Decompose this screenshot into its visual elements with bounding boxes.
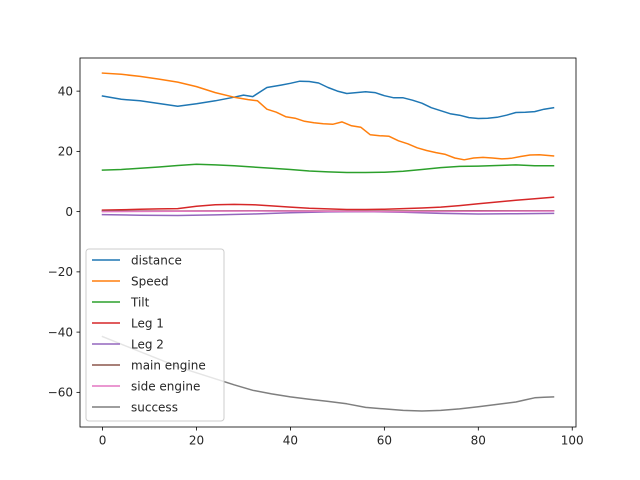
axes-frame	[79, 57, 577, 428]
series-line-0	[101, 80, 555, 120]
legend: distance Speed Tilt Leg 1 Leg 2 main engine si…	[85, 248, 225, 422]
legend-label: main engine	[131, 358, 206, 372]
y-tick-label: 20	[58, 145, 73, 159]
axes-layer: 0 20 40 60 80 100 −60 −40 −20 0 20 40	[48, 57, 584, 448]
y-tick-label: 40	[58, 84, 73, 98]
legend-label: Tilt	[130, 295, 150, 309]
x-tick-label: 100	[561, 434, 584, 448]
y-tick-label: −60	[48, 386, 73, 400]
x-tick-label: 80	[471, 434, 486, 448]
x-tick-label: 60	[377, 434, 392, 448]
series-line-3	[101, 196, 555, 211]
x-tick-label: 20	[189, 434, 204, 448]
legend-label: Leg 2	[131, 337, 164, 351]
legend-box	[85, 248, 225, 422]
legend-label: success	[131, 400, 178, 414]
series-line-6	[101, 210, 555, 213]
y-tick-label: −20	[48, 265, 73, 279]
legend-label: side engine	[131, 379, 200, 393]
y-tick-label: −40	[48, 325, 73, 339]
legend-label: Speed	[131, 274, 169, 288]
series-line-1	[101, 72, 555, 161]
series-line-2	[101, 163, 555, 174]
x-tick-label: 0	[99, 434, 107, 448]
y-tick-label: 0	[65, 205, 73, 219]
x-tick-label: 40	[283, 434, 298, 448]
legend-label: Leg 1	[131, 316, 164, 330]
legend-label: distance	[131, 253, 182, 267]
